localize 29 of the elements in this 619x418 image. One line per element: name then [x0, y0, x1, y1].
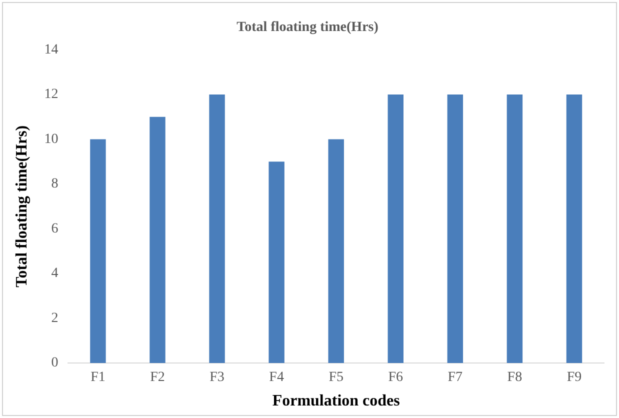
y-tick-label: 12 — [44, 87, 58, 102]
bar — [447, 94, 464, 363]
bar — [506, 94, 523, 363]
bar — [150, 116, 166, 363]
x-tick-label: F3 — [210, 370, 224, 386]
y-tick-label: 14 — [44, 42, 58, 58]
y-tick-label: 4 — [51, 266, 58, 282]
y-tick-label: 2 — [51, 310, 58, 326]
bar — [388, 94, 404, 363]
chart-title: Total floating time(Hrs) — [236, 20, 379, 36]
x-tick-label: F6 — [388, 370, 404, 386]
bar — [268, 162, 284, 363]
bar — [328, 139, 344, 363]
x-tick-label: F9 — [566, 370, 582, 386]
x-tick-label: F8 — [507, 370, 522, 386]
y-axis-title: Total floating time(Hrs) — [14, 125, 31, 288]
x-tick-label: F5 — [328, 370, 344, 386]
bar — [209, 94, 225, 363]
y-tick-label: 0 — [51, 356, 58, 371]
x-tick-label: F2 — [150, 370, 165, 386]
bar — [566, 94, 582, 363]
x-tick-label: F1 — [90, 370, 106, 386]
x-axis-title: Formulation codes — [272, 392, 400, 410]
y-tick-label: 8 — [51, 176, 58, 192]
x-tick-label: F7 — [448, 370, 463, 386]
bar — [90, 139, 106, 363]
x-tick-label: F4 — [269, 370, 284, 386]
y-tick-label: 10 — [44, 132, 58, 147]
y-tick-label: 6 — [51, 221, 58, 236]
